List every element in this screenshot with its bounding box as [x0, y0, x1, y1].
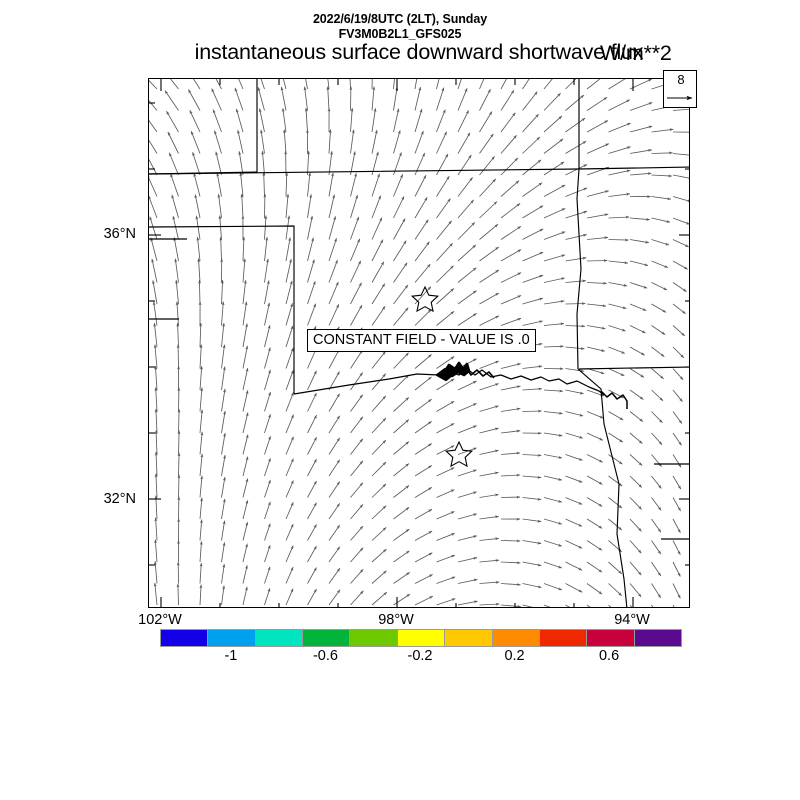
wind-vector-field [149, 79, 689, 607]
y-axis-label-32n: 32°N [103, 491, 136, 507]
station-markers [410, 285, 474, 468]
reference-vector-value: 8 [677, 72, 685, 87]
model-header: FV3M0B2L1_GFS025 [338, 27, 462, 41]
y-axis-label-36n: 36°N [103, 226, 136, 242]
star-icon [410, 285, 440, 313]
colorbar-tick-label: -1 [224, 648, 238, 664]
date-header: 2022/6/19/8UTC (2LT), Sunday [312, 12, 488, 26]
x-axis-label-94w: 94°W [614, 612, 650, 628]
map-canvas [149, 79, 689, 607]
x-axis-label-102w: 102°W [138, 612, 182, 628]
colorbar-swatch-9[interactable] [587, 630, 635, 646]
colorbar-tick-label: -0.6 [312, 648, 338, 664]
colorbar-swatch-8[interactable] [539, 630, 588, 646]
colorbar-swatch-0[interactable] [161, 630, 209, 646]
x-axis-label-98w: 98°W [378, 612, 414, 628]
reference-vector-key: 8 [663, 70, 697, 108]
constant-field-annotation: CONSTANT FIELD - VALUE IS .0 [307, 329, 536, 352]
colorbar-tick-label: -0.2 [407, 648, 433, 664]
colorbar-swatch-1[interactable] [208, 630, 256, 646]
colorbar-tick-label: 0.2 [504, 648, 525, 664]
star-icon [444, 440, 474, 468]
colorbar[interactable] [160, 629, 682, 647]
colorbar-swatch-4[interactable] [350, 630, 398, 646]
colorbar-swatch-7[interactable] [492, 630, 540, 646]
colorbar-swatch-5[interactable] [397, 630, 446, 646]
page-title: instantaneous surface downward shortwave… [194, 40, 644, 64]
colorbar-swatch-3[interactable] [303, 630, 351, 646]
colorbar-swatch-2[interactable] [255, 630, 304, 646]
colorbar-swatch-10[interactable] [634, 630, 681, 646]
colorbar-swatch-6[interactable] [445, 630, 493, 646]
arrow-right-icon [667, 95, 693, 101]
units-label: W/m**2 [600, 41, 672, 65]
colorbar-tick-label: 0.6 [598, 648, 620, 664]
axis-ticks [149, 79, 689, 607]
state-boundaries [149, 79, 689, 607]
